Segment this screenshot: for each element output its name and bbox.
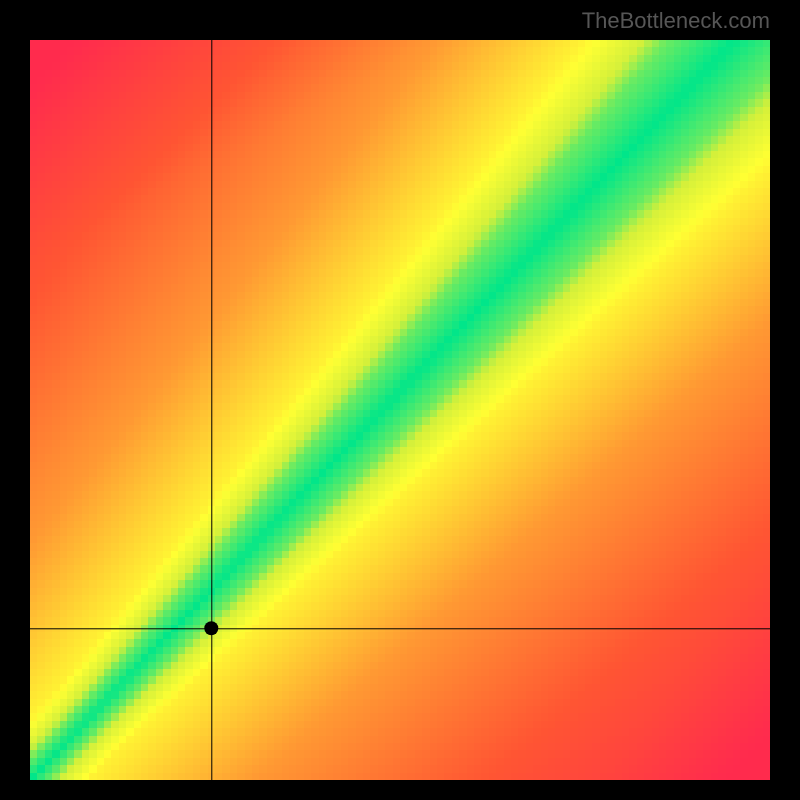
watermark-text: TheBottleneck.com <box>582 8 770 34</box>
heatmap-canvas <box>30 40 770 780</box>
chart-frame: TheBottleneck.com <box>0 0 800 800</box>
heatmap-plot <box>30 40 770 780</box>
